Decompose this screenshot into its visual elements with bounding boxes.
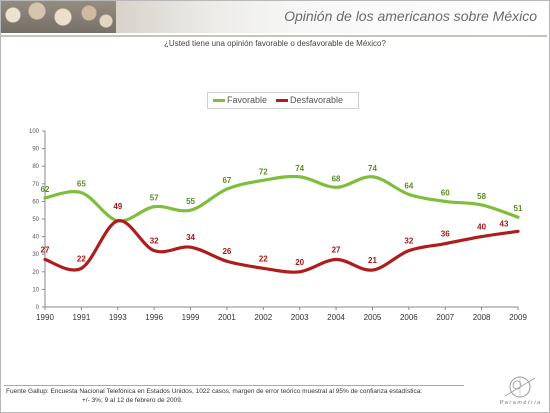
y-tick-label-40: 40: [32, 235, 39, 241]
data-label-favorable-1996: 57: [150, 194, 159, 203]
data-label-desfavorable-2002: 22: [259, 254, 268, 263]
data-label-favorable-2001: 67: [222, 176, 231, 185]
data-label-favorable-2007: 60: [441, 188, 450, 197]
x-tick-label-1991: 1991: [72, 313, 90, 322]
x-tick-label-2009: 2009: [509, 313, 527, 322]
x-tick-label-1996: 1996: [145, 313, 163, 322]
data-label-favorable-2005: 74: [368, 164, 377, 173]
data-label-desfavorable-1999: 34: [186, 233, 195, 242]
chart-legend: Favorable Desfavorable: [207, 92, 359, 109]
legend-label-favorable: Favorable: [227, 95, 268, 105]
data-label-desfavorable-2008: 40: [477, 223, 486, 232]
data-label-desfavorable-1990: 27: [41, 245, 50, 254]
data-label-favorable-1999: 55: [186, 197, 195, 206]
data-label-desfavorable-2003: 20: [295, 258, 304, 267]
chart-question: ¿Usted tiene una opinión favorable o des…: [164, 39, 386, 48]
y-tick-label-90: 90: [32, 147, 39, 153]
series-line-favorable: [43, 174, 520, 223]
logo-mark-icon: [504, 376, 536, 398]
x-tick-label-2006: 2006: [400, 313, 418, 322]
y-tick-label-10: 10: [32, 287, 39, 293]
data-label-desfavorable-2004: 27: [332, 245, 341, 254]
x-tick-label-2005: 2005: [364, 313, 382, 322]
page-title: Opinión de los americanos sobre México: [284, 8, 537, 24]
data-label-favorable-2009: 51: [514, 204, 523, 213]
data-label-favorable-2008: 58: [477, 192, 486, 201]
y-tick-label-70: 70: [32, 182, 39, 188]
footer-divider: [4, 385, 464, 386]
data-label-desfavorable-2009: 43: [500, 219, 509, 228]
header-photo: [1, 1, 116, 33]
x-tick-label-2003: 2003: [291, 313, 309, 322]
y-tick-label-30: 30: [32, 252, 39, 258]
x-tick-label-2004: 2004: [327, 313, 345, 322]
data-label-favorable-2004: 68: [332, 174, 341, 183]
data-label-desfavorable-1996: 32: [150, 237, 159, 246]
data-label-desfavorable-2001: 26: [222, 247, 231, 256]
x-tick-label-2001: 2001: [218, 313, 236, 322]
y-tick-label-60: 60: [32, 199, 39, 205]
data-label-favorable-1990: 62: [41, 185, 50, 194]
footer-source-line1: Fuente Gallup: Encuesta Nacional Telefón…: [6, 388, 423, 395]
data-label-desfavorable-2005: 21: [368, 256, 377, 265]
legend-swatch-desfavorable: [276, 99, 288, 103]
data-label-favorable-2006: 64: [404, 181, 413, 190]
data-label-desfavorable-1993: 49: [113, 202, 122, 211]
x-tick-label-2007: 2007: [436, 313, 454, 322]
x-tick-label-2008: 2008: [473, 313, 491, 322]
y-tick-label-20: 20: [32, 270, 39, 276]
data-label-favorable-1991: 65: [77, 180, 86, 189]
legend-item-favorable: Favorable: [213, 95, 267, 105]
x-tick-label-2002: 2002: [254, 313, 272, 322]
legend-item-desfavorable: Desfavorable: [276, 95, 343, 105]
x-tick-label-1999: 1999: [182, 313, 200, 322]
legend-swatch-favorable: [213, 99, 225, 103]
header-divider: [1, 35, 547, 37]
footer-source: Fuente Gallup: Encuesta Nacional Telefón…: [6, 387, 476, 405]
data-label-desfavorable-2007: 36: [441, 230, 450, 239]
parametria-logo: P a r a m é t r i a: [497, 374, 543, 408]
data-label-favorable-2002: 72: [259, 167, 268, 176]
footer-source-line2: +/- 3%; 9 al 12 de febrero de 2009.: [82, 397, 183, 404]
legend-label-desfavorable: Desfavorable: [290, 95, 344, 105]
y-tick-label-100: 100: [29, 129, 40, 135]
logo-text: P a r a m é t r i a: [499, 400, 541, 406]
y-tick-label-0: 0: [36, 305, 40, 311]
series-line-desfavorable: [43, 219, 520, 274]
data-label-desfavorable-2006: 32: [404, 237, 413, 246]
y-tick-label-50: 50: [32, 217, 39, 223]
data-label-desfavorable-1991: 22: [77, 254, 86, 263]
x-tick-label-1990: 1990: [36, 313, 54, 322]
x-tick-label-1993: 1993: [109, 313, 127, 322]
data-label-favorable-2003: 74: [295, 164, 304, 173]
y-tick-label-80: 80: [32, 164, 39, 170]
header: Opinión de los americanos sobre México: [1, 1, 547, 37]
